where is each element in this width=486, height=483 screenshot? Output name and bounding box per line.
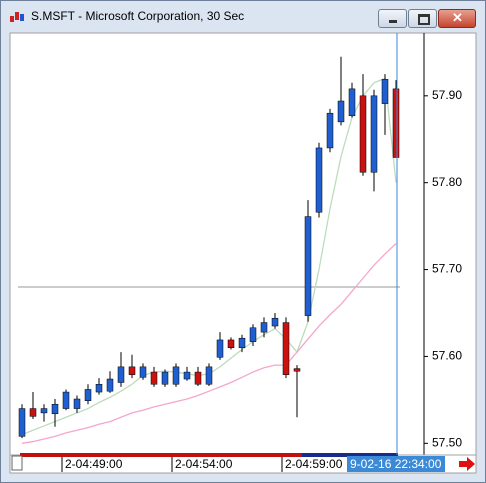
candle-body: [62, 391, 70, 409]
scroll-box[interactable]: [11, 455, 23, 471]
app-icon: [10, 12, 24, 22]
cursor-label: 9-02-16 22:34:00: [350, 457, 442, 471]
maximize-button[interactable]: [408, 9, 437, 28]
candle-body: [326, 112, 334, 149]
candle-body: [117, 366, 125, 383]
candle-body: [304, 216, 312, 316]
candle-body: [293, 368, 301, 372]
scroll-arrow[interactable]: [459, 457, 475, 471]
x-tick-label: 2-04:54:00: [175, 457, 233, 471]
y-tick-label: 57.60: [432, 349, 462, 363]
y-tick-label: 57.80: [432, 175, 462, 189]
candle-body: [161, 371, 169, 385]
candle-body: [227, 339, 235, 348]
candle-body: [73, 398, 81, 409]
y-tick-label: 57.50: [432, 435, 462, 449]
candle-body: [337, 100, 345, 123]
progress-bar: [302, 453, 398, 457]
candle-body: [205, 366, 213, 385]
candle-body: [348, 88, 356, 117]
candle-body: [18, 408, 26, 437]
candle-body: [238, 337, 246, 349]
moving-average-line: [21, 243, 397, 444]
candle-body: [183, 371, 191, 380]
y-tick-label: 57.90: [432, 88, 462, 102]
minimize-button[interactable]: [378, 9, 407, 28]
candle-body: [95, 383, 103, 393]
cursor-label-bg: [347, 456, 445, 472]
candle-body: [172, 366, 180, 385]
candle-body: [51, 403, 59, 415]
close-button[interactable]: ✕: [438, 9, 476, 28]
candle-body: [128, 366, 136, 375]
title-bar: S.MSFT - Microsoft Corporation, 30 Sec ✕: [1, 1, 485, 31]
candle-body: [282, 322, 290, 375]
candle-body: [139, 366, 147, 378]
candle-body: [106, 378, 114, 392]
progress-bar: [20, 453, 302, 457]
x-tick-label: 2-04:59:00: [285, 457, 343, 471]
candle-body: [381, 79, 389, 104]
candle-body: [315, 147, 323, 213]
candle-body: [249, 327, 257, 342]
y-tick-label: 57.70: [432, 262, 462, 276]
candle-body: [392, 88, 400, 158]
candle-body: [216, 339, 224, 358]
plot-background: [9, 32, 477, 456]
candle-body: [260, 322, 268, 333]
candle-body: [194, 371, 202, 385]
x-tick-label: 2-04:49:00: [65, 457, 123, 471]
candle-body: [29, 408, 37, 417]
candle-body: [40, 408, 48, 414]
candle-body: [84, 389, 92, 401]
candle-body: [150, 371, 158, 385]
candle-body: [271, 317, 279, 327]
window-title: S.MSFT - Microsoft Corporation, 30 Sec: [31, 9, 245, 23]
candle-body: [370, 95, 378, 173]
candle-body: [359, 95, 367, 173]
